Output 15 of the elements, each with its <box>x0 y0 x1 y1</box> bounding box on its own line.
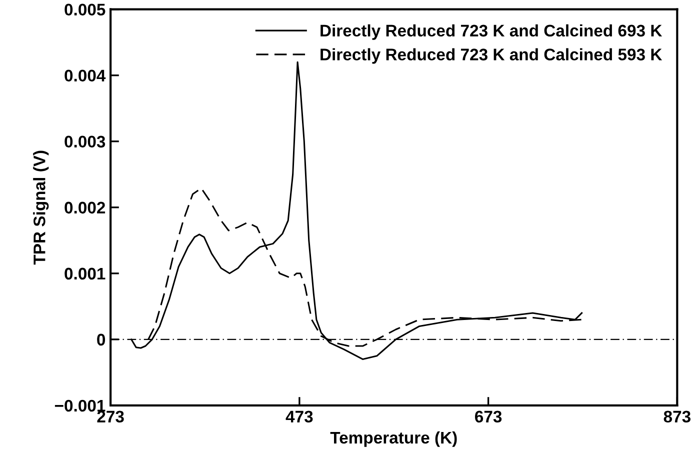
y-tick-label: −0.001 <box>54 400 106 412</box>
x-tick-label: 473 <box>286 410 313 423</box>
legend-label: Directly Reduced 723 K and Calcined 593 K <box>320 48 662 64</box>
y-tick-label: 0.002 <box>64 202 106 214</box>
y-tick-label: 0.001 <box>64 268 106 280</box>
y-tick-label: 0.005 <box>64 4 106 16</box>
y-axis-title: TPR Signal (V) <box>33 150 49 265</box>
y-tick-label: 0 <box>97 334 106 346</box>
x-tick-label: 273 <box>97 410 124 423</box>
x-axis-title: Temperature (K) <box>330 431 457 447</box>
y-tick-label: 0.003 <box>64 136 106 148</box>
x-tick-label: 673 <box>475 410 502 423</box>
legend-label: Directly Reduced 723 K and Calcined 693 K <box>320 24 662 40</box>
x-tick-label: 873 <box>664 410 690 423</box>
y-tick-label: 0.004 <box>64 70 106 82</box>
